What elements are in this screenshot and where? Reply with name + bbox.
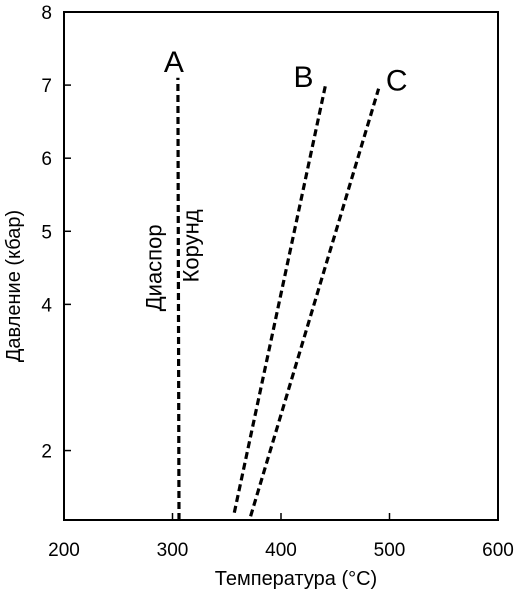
y-tick-label: 6 xyxy=(41,149,52,170)
y-axis-label: Давление (кбар) xyxy=(3,210,25,362)
plot-frame xyxy=(63,11,499,521)
y-tick-label: 4 xyxy=(41,295,52,316)
y-tick-label: 7 xyxy=(41,76,52,97)
y-tick-label: 5 xyxy=(41,222,52,243)
field-annotation: Диаспор xyxy=(142,224,167,311)
series-label-b: B xyxy=(293,61,313,94)
y-tick-label: 2 xyxy=(41,442,52,463)
series-line-a xyxy=(176,77,181,521)
x-axis-label: Температура (°C) xyxy=(215,568,377,590)
x-tick-label: 600 xyxy=(482,540,514,561)
x-tick-label: 500 xyxy=(374,540,406,561)
x-tick-label: 300 xyxy=(157,540,189,561)
x-tick-label: 200 xyxy=(48,540,80,561)
series-line-c xyxy=(249,88,381,517)
series-label-a: A xyxy=(164,46,184,79)
y-tick-label: 8 xyxy=(41,3,52,24)
series-label-c: C xyxy=(386,65,408,98)
x-tick-label: 400 xyxy=(265,540,297,561)
field-annotation: Корунд xyxy=(179,209,204,282)
series-line-b xyxy=(232,84,328,514)
